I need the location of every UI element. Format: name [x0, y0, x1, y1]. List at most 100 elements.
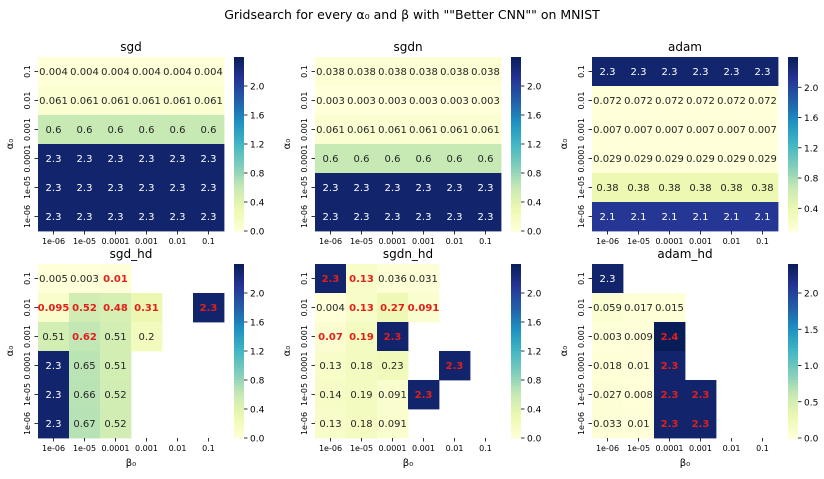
heatmap-cell — [623, 202, 655, 232]
colorbar-segment — [788, 310, 798, 314]
cell-annotation: 0.27 — [380, 303, 405, 314]
heatmap-cell — [377, 409, 409, 439]
heatmap-cell — [38, 322, 70, 352]
cell-annotation: 0.061 — [440, 125, 469, 136]
x-tick-label: 1e-05 — [627, 237, 650, 246]
colorbar-segment — [234, 115, 244, 119]
colorbar-segment — [234, 324, 244, 329]
cell-annotation: 0.061 — [132, 96, 161, 107]
colorbar-segment — [234, 213, 244, 218]
colorbar-segment — [788, 74, 798, 78]
heatmap-cell — [38, 86, 70, 116]
heatmap-cell — [716, 57, 748, 87]
colorbar-segment — [234, 164, 244, 168]
cell-annotation: 2.3 — [139, 183, 155, 194]
colorbar-segment — [511, 435, 521, 439]
colorbar-segment — [788, 173, 798, 177]
colorbar-segment — [234, 57, 244, 61]
heatmap-cell — [315, 351, 347, 381]
colorbar-segment — [234, 59, 244, 64]
cell-annotation: 2.3 — [385, 183, 401, 194]
colorbar-segment — [511, 284, 521, 288]
heatmap-cell — [315, 264, 347, 294]
colorbar-segment — [788, 411, 798, 416]
heatmap-cell — [38, 173, 70, 203]
colorbar-segment — [511, 106, 521, 110]
cell-annotation: 0.038 — [347, 67, 376, 78]
y-tick-label: 0.001 — [23, 325, 32, 348]
colorbar-segment — [511, 382, 521, 387]
y-tick-label: 0.1 — [577, 272, 586, 285]
colorbar-tick-label: 0.0 — [250, 228, 265, 238]
colorbar-segment — [788, 144, 798, 148]
colorbar-segment — [234, 207, 244, 212]
colorbar-segment — [788, 207, 798, 212]
cell-annotation: 0.061 — [163, 96, 192, 107]
colorbar-segment — [511, 411, 521, 416]
colorbar-segment — [511, 158, 521, 162]
colorbar-segment — [788, 356, 798, 361]
cell-annotation: 0.007 — [655, 125, 684, 136]
heatmap-cell — [315, 409, 347, 439]
colorbar-segment — [234, 272, 244, 277]
heatmap-cell — [439, 202, 471, 232]
heatmap-cell — [69, 380, 101, 410]
cell-annotation: 0.18 — [350, 361, 372, 372]
heatmap-cell — [315, 202, 347, 232]
cell-annotation: 0.6 — [108, 125, 124, 136]
colorbar-tick-label: 1.2 — [250, 348, 264, 358]
colorbar-segment — [788, 266, 798, 271]
colorbar-segment — [788, 175, 798, 180]
colorbar-segment — [788, 138, 798, 142]
heatmap-cell — [377, 322, 409, 352]
colorbar-tick-label: 0.0 — [250, 435, 265, 445]
cell-annotation: 0.51 — [104, 361, 126, 372]
y-tick-label: 0.0001 — [300, 352, 309, 380]
cell-annotation: 2.3 — [416, 183, 432, 194]
colorbar-segment — [234, 141, 244, 145]
cell-annotation: 0.003 — [471, 96, 500, 107]
heatmap-cell — [747, 57, 779, 87]
cell-annotation: 2.3 — [108, 183, 124, 194]
heatmap-cell — [716, 86, 748, 116]
x-tick-label: 0.0001 — [656, 237, 684, 246]
colorbar-segment — [511, 377, 521, 381]
colorbar-segment — [234, 394, 244, 398]
colorbar-segment — [511, 100, 521, 104]
heatmap-cell — [685, 380, 717, 410]
heatmap-cell — [377, 173, 409, 203]
cell-annotation: 0.004 — [39, 67, 68, 78]
colorbar-segment — [788, 409, 798, 413]
heatmap-cell — [747, 86, 779, 116]
cell-annotation: 0.004 — [132, 67, 161, 78]
colorbar-segment — [234, 103, 244, 107]
colorbar-segment — [234, 275, 244, 280]
cell-annotation: 0.6 — [478, 154, 494, 165]
heatmap-cell — [38, 293, 70, 323]
cell-annotation: 0.48 — [103, 303, 128, 314]
heatmap-cell — [38, 144, 70, 174]
colorbar-segment — [788, 161, 798, 165]
heatmap-cell — [69, 293, 101, 323]
cell-annotation: 0.061 — [70, 96, 99, 107]
cell-annotation: 2.3 — [139, 154, 155, 165]
colorbar-segment — [234, 409, 244, 413]
colorbar-segment — [511, 322, 521, 326]
heatmap-cell — [193, 115, 225, 145]
heatmap-cell — [685, 409, 717, 439]
colorbar-segment — [788, 351, 798, 355]
cell-annotation: 2.1 — [693, 212, 709, 223]
cell-annotation: 2.3 — [631, 67, 647, 78]
colorbar-segment — [788, 281, 798, 285]
x-tick-label: 0.001 — [689, 444, 712, 453]
heatmap-cell — [747, 202, 779, 232]
colorbar-segment — [511, 385, 521, 390]
heatmap-cell — [377, 144, 409, 174]
y-tick-label: 0.0001 — [23, 145, 32, 173]
colorbar-segment — [788, 322, 798, 326]
heatmap-cell — [346, 115, 378, 145]
colorbar-tick-label: 0.5 — [804, 398, 818, 408]
colorbar-segment — [511, 313, 521, 317]
colorbar-segment — [234, 161, 244, 165]
colorbar-tick-label: 0.8 — [250, 377, 265, 387]
